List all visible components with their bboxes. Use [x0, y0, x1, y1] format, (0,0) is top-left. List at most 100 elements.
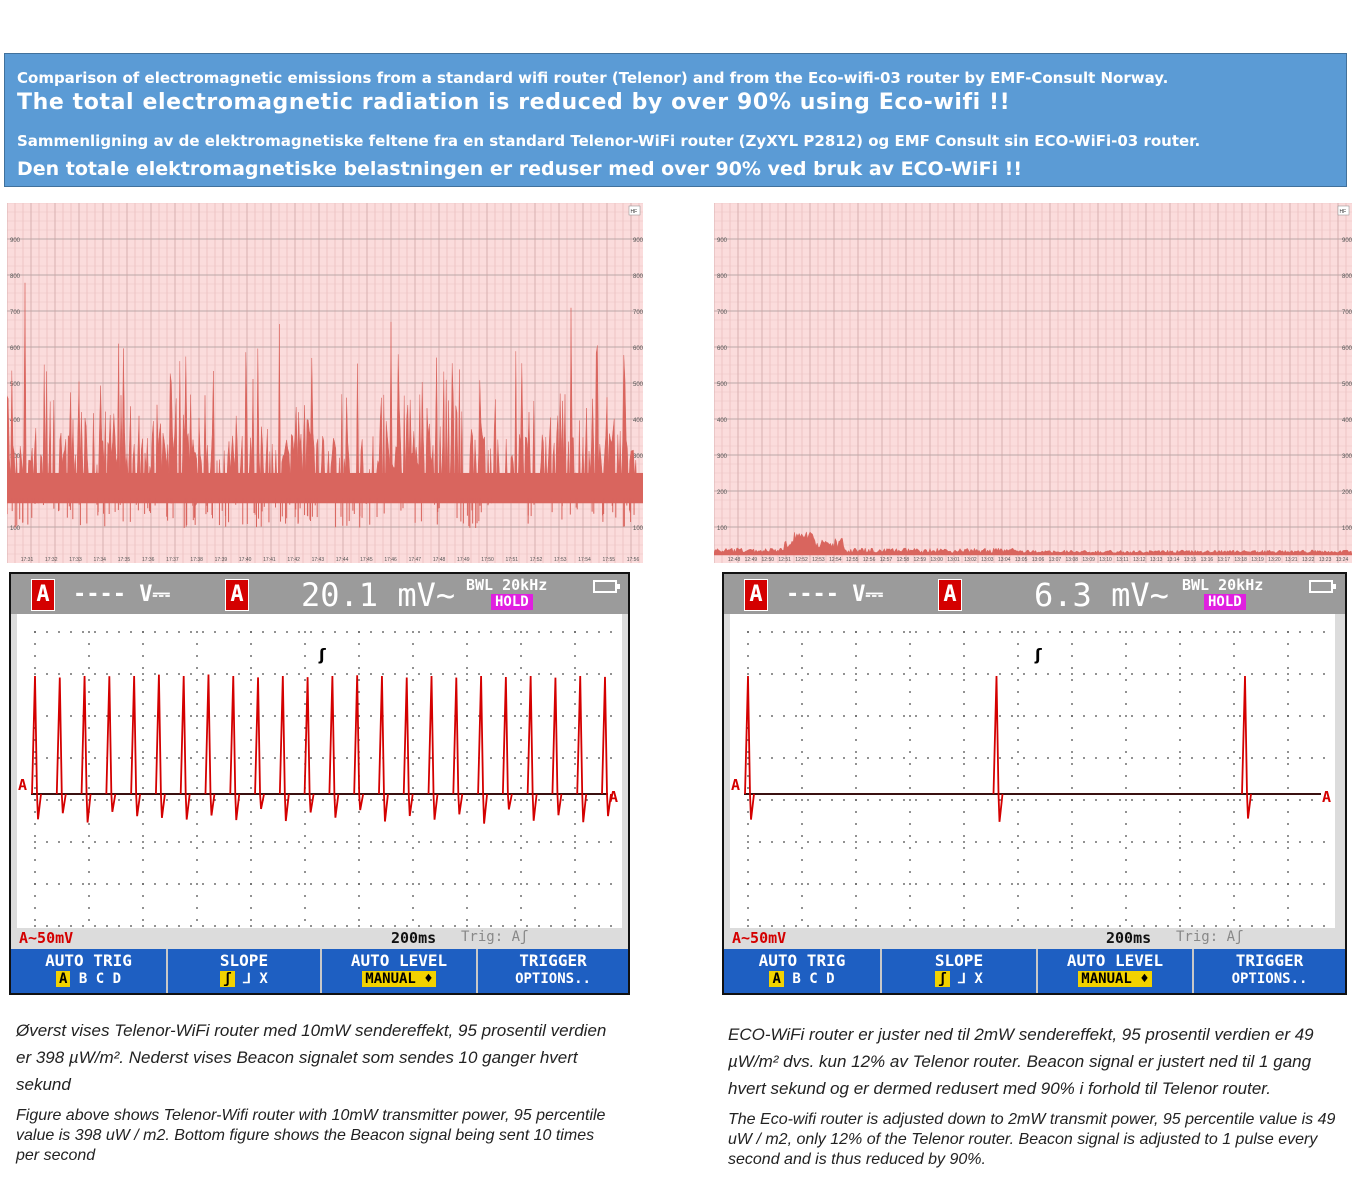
graticule-dot [304, 811, 306, 813]
graticule-dot [951, 757, 953, 759]
graticule-dot [214, 631, 216, 633]
graticule-dot [891, 883, 893, 885]
graticule-dot [1083, 883, 1085, 885]
graticule-dot [550, 631, 552, 633]
auto-trig-softkey[interactable]: AUTO TRIG A B C D [11, 949, 168, 993]
graticule-dot [909, 751, 911, 753]
graticule-dot [801, 823, 803, 825]
graticule-dot [1323, 631, 1325, 633]
graticule-dot [202, 883, 204, 885]
graticule-dot [1323, 841, 1325, 843]
graticule-dot [598, 883, 600, 885]
graticule-dot [322, 841, 324, 843]
graticule-dot [1071, 739, 1073, 741]
graticule-dot [454, 925, 456, 927]
graticule-dot [334, 715, 336, 717]
graticule-dot [466, 871, 468, 873]
graticule-dot [310, 841, 312, 843]
graticule-dot [190, 841, 192, 843]
x-tick-label: 17:41 [263, 557, 276, 563]
graticule-dot [466, 823, 468, 825]
slope-softkey[interactable]: SLOPE ʃ ⅃ X [168, 949, 322, 993]
graticule-dot [574, 799, 576, 801]
trigger-options-softkey[interactable]: TRIGGER OPTIONS.. [1194, 949, 1345, 993]
graticule-dot [562, 799, 564, 801]
auto-level-softkey[interactable]: AUTO LEVEL MANUAL ♦ [322, 949, 478, 993]
x-tick-label: 17:34 [93, 557, 106, 563]
graticule-dot [382, 631, 384, 633]
graticule-dot [1011, 631, 1013, 633]
graticule-dot [88, 871, 90, 873]
graticule-dot [909, 859, 911, 861]
graticule-dot [250, 679, 252, 681]
graticule-dot [88, 919, 90, 921]
graticule-dot [927, 799, 929, 801]
graticule-dot [286, 673, 288, 675]
graticule-dot [999, 883, 1001, 885]
graticule-dot [190, 757, 192, 759]
graticule-dot [34, 667, 36, 669]
graticule-dot [118, 841, 120, 843]
graticule-dot [915, 799, 917, 801]
graticule-dot [909, 727, 911, 729]
graticule-dot [190, 799, 192, 801]
graticule-dot [226, 757, 228, 759]
x-tick-label: 12:55 [846, 557, 859, 563]
graticule-dot [520, 691, 522, 693]
graticule-dot [1095, 715, 1097, 717]
graticule-dot [598, 925, 600, 927]
graticule-dot [502, 841, 504, 843]
graticule-dot [1233, 907, 1235, 909]
graticule-dot [801, 835, 803, 837]
graticule-dot [855, 751, 857, 753]
graticule-dot [130, 673, 132, 675]
graticule-dot [574, 667, 576, 669]
x-tick-label: 17:44 [336, 557, 349, 563]
graticule-dot [70, 757, 72, 759]
graticule-dot [867, 631, 869, 633]
trigger-options-softkey[interactable]: TRIGGER OPTIONS.. [478, 949, 628, 993]
graticule-dot [454, 673, 456, 675]
x-tick-label: 17:56 [627, 557, 640, 563]
graticule-dot [1233, 919, 1235, 921]
auto-trig-softkey[interactable]: AUTO TRIG A B C D [724, 949, 882, 993]
graticule-dot [358, 871, 360, 873]
graticule-dot [226, 883, 228, 885]
graticule-dot [1017, 643, 1019, 645]
graticule-dot [142, 925, 144, 927]
graticule-dot [939, 841, 941, 843]
graticule-dot [58, 841, 60, 843]
graticule-dot [855, 673, 857, 675]
graticule-dot [1167, 799, 1169, 801]
graticule-dot [34, 823, 36, 825]
waveform-plot: ʃ A A [18, 631, 618, 927]
graticule-dot [903, 841, 905, 843]
telenor-caption: Øverst vises Telenor-WiFi router med 10m… [16, 1017, 616, 1166]
graticule-dot [610, 925, 612, 927]
graticule-dot [190, 883, 192, 885]
graticule-dot [1125, 811, 1127, 813]
graticule-dot [34, 919, 36, 921]
graticule-dot [70, 883, 72, 885]
x-tick-label: 12:59 [914, 557, 927, 563]
graticule-dot [118, 631, 120, 633]
x-tick-label: 17:49 [457, 557, 470, 563]
graticule-dot [322, 631, 324, 633]
graticule-dot [1119, 757, 1121, 759]
graticule-dot [442, 925, 444, 927]
slope-softkey[interactable]: SLOPE ʃ ⅃ X [882, 949, 1038, 993]
beacon-pulse [427, 675, 439, 820]
graticule-dot [879, 631, 881, 633]
graticule-dot [843, 799, 845, 801]
graticule-dot [1071, 823, 1073, 825]
graticule-dot [747, 883, 749, 885]
graticule-dot [310, 883, 312, 885]
graticule-dot [418, 841, 420, 843]
graticule-dot [1215, 715, 1217, 717]
graticule-dot [807, 841, 809, 843]
graticule-dot [771, 883, 773, 885]
graticule-dot [34, 835, 36, 837]
graticule-dot [1191, 841, 1193, 843]
auto-level-softkey[interactable]: AUTO LEVEL MANUAL ♦ [1038, 949, 1194, 993]
graticule-dot [963, 715, 965, 717]
